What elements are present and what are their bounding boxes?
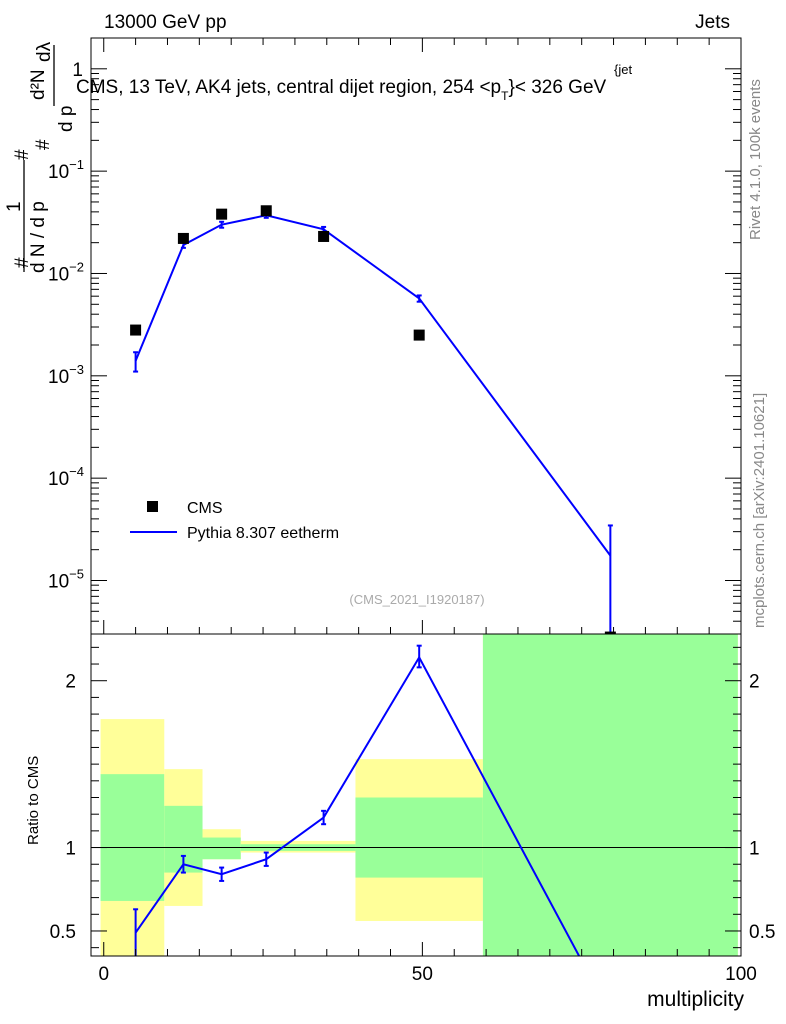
x-tick-label: 0 <box>98 964 109 985</box>
ratio-y-tick-label-left: 1 <box>65 839 76 860</box>
green-band <box>482 634 738 956</box>
y-tick-label: 10−5 <box>48 566 84 592</box>
ylabel-hash-2: # <box>12 149 33 160</box>
title-sub: T <box>501 89 509 103</box>
ratio-series <box>133 644 581 956</box>
ylabel-hash-3: # <box>33 139 54 150</box>
ylabel-one: 1 <box>4 201 25 212</box>
title-sup: {jet <box>614 62 632 77</box>
header-jets-label: Jets <box>695 12 730 33</box>
title-rest: }< 326 GeV <box>508 77 606 98</box>
main-y-ticks <box>91 37 741 635</box>
green-band <box>355 797 483 878</box>
x-tick-label: 100 <box>725 964 757 985</box>
main-y-axis-title: # 1 d N / d p # # d²N d p dλ <box>4 41 77 273</box>
ratio-y-tick-label-right: 2 <box>749 672 760 693</box>
green-band <box>202 837 241 860</box>
ylabel-denom2: d p <box>56 106 77 132</box>
legend: CMS Pythia 8.307 eetherm <box>130 500 339 542</box>
ratio-y-axis-title: Ratio to CMS <box>25 756 42 845</box>
main-panel: 1 10−1 10−2 10−3 10−4 10−5 CMS, 13 TeV, AK4 j… <box>4 37 742 643</box>
x-axis-title: multiplicity <box>647 988 744 1011</box>
rivet-version-label: Rivet 4.1.0, 100k events <box>747 79 764 240</box>
plot-title: CMS, 13 TeV, AK4 jets, central dijet reg… <box>76 62 632 103</box>
ratio-y-tick-label-left: 0.5 <box>50 922 76 943</box>
cms-data-point <box>318 230 330 242</box>
ylabel-numerator: d²N <box>28 69 49 100</box>
y-tick-label: 10−4 <box>48 464 84 490</box>
ratio-y-tick-label-left: 2 <box>65 672 76 693</box>
ratio-y-tick-label-right: 1 <box>749 839 760 860</box>
cms-data-point <box>413 329 425 341</box>
x-tick-label: 50 <box>412 964 433 985</box>
main-y-tick-labels: 1 10−1 10−2 10−3 10−4 10−5 <box>48 60 84 593</box>
ylabel-dlambda: dλ <box>34 41 55 62</box>
cms-data-point <box>216 208 228 220</box>
green-band <box>100 774 165 901</box>
header-energy-label: 13000 GeV pp <box>104 12 227 33</box>
y-tick-label: 1 <box>72 60 83 81</box>
ylabel-denominator: d N / d p <box>28 201 49 273</box>
ratio-panel: 0 50 100 0.5 0.5 1 1 2 2 Ratio to CMS multiplici… <box>25 633 775 1011</box>
data-series <box>130 205 616 643</box>
ratio-y-tick-label-right: 0.5 <box>749 922 775 943</box>
mcplots-label: mcplots.cern.ch [arXiv:2401.10621] <box>751 393 768 628</box>
cms-data-point <box>177 232 189 244</box>
main-x-ticks <box>103 38 742 634</box>
cms-data-point <box>260 205 272 217</box>
title-main: CMS, 13 TeV, AK4 jets, central dijet reg… <box>76 77 501 98</box>
model-series <box>133 211 613 634</box>
cms-data-point <box>130 324 142 336</box>
legend-label-pythia: Pythia 8.307 eetherm <box>187 525 339 542</box>
y-tick-label: 10−2 <box>48 259 84 285</box>
ylabel-hash-1: # <box>12 257 33 268</box>
uncertainty-bands <box>100 634 738 956</box>
legend-marker-cms <box>147 501 158 512</box>
ratio-frame <box>90 633 742 957</box>
y-tick-label: 10−3 <box>48 362 84 388</box>
analysis-id-label: (CMS_2021_I1920187) <box>349 592 484 607</box>
legend-label-cms: CMS <box>187 500 223 517</box>
y-tick-label: 10−1 <box>48 157 84 183</box>
svg-text:CMS, 13 TeV, AK4 jets, central: CMS, 13 TeV, AK4 jets, central dijet reg… <box>76 77 607 103</box>
